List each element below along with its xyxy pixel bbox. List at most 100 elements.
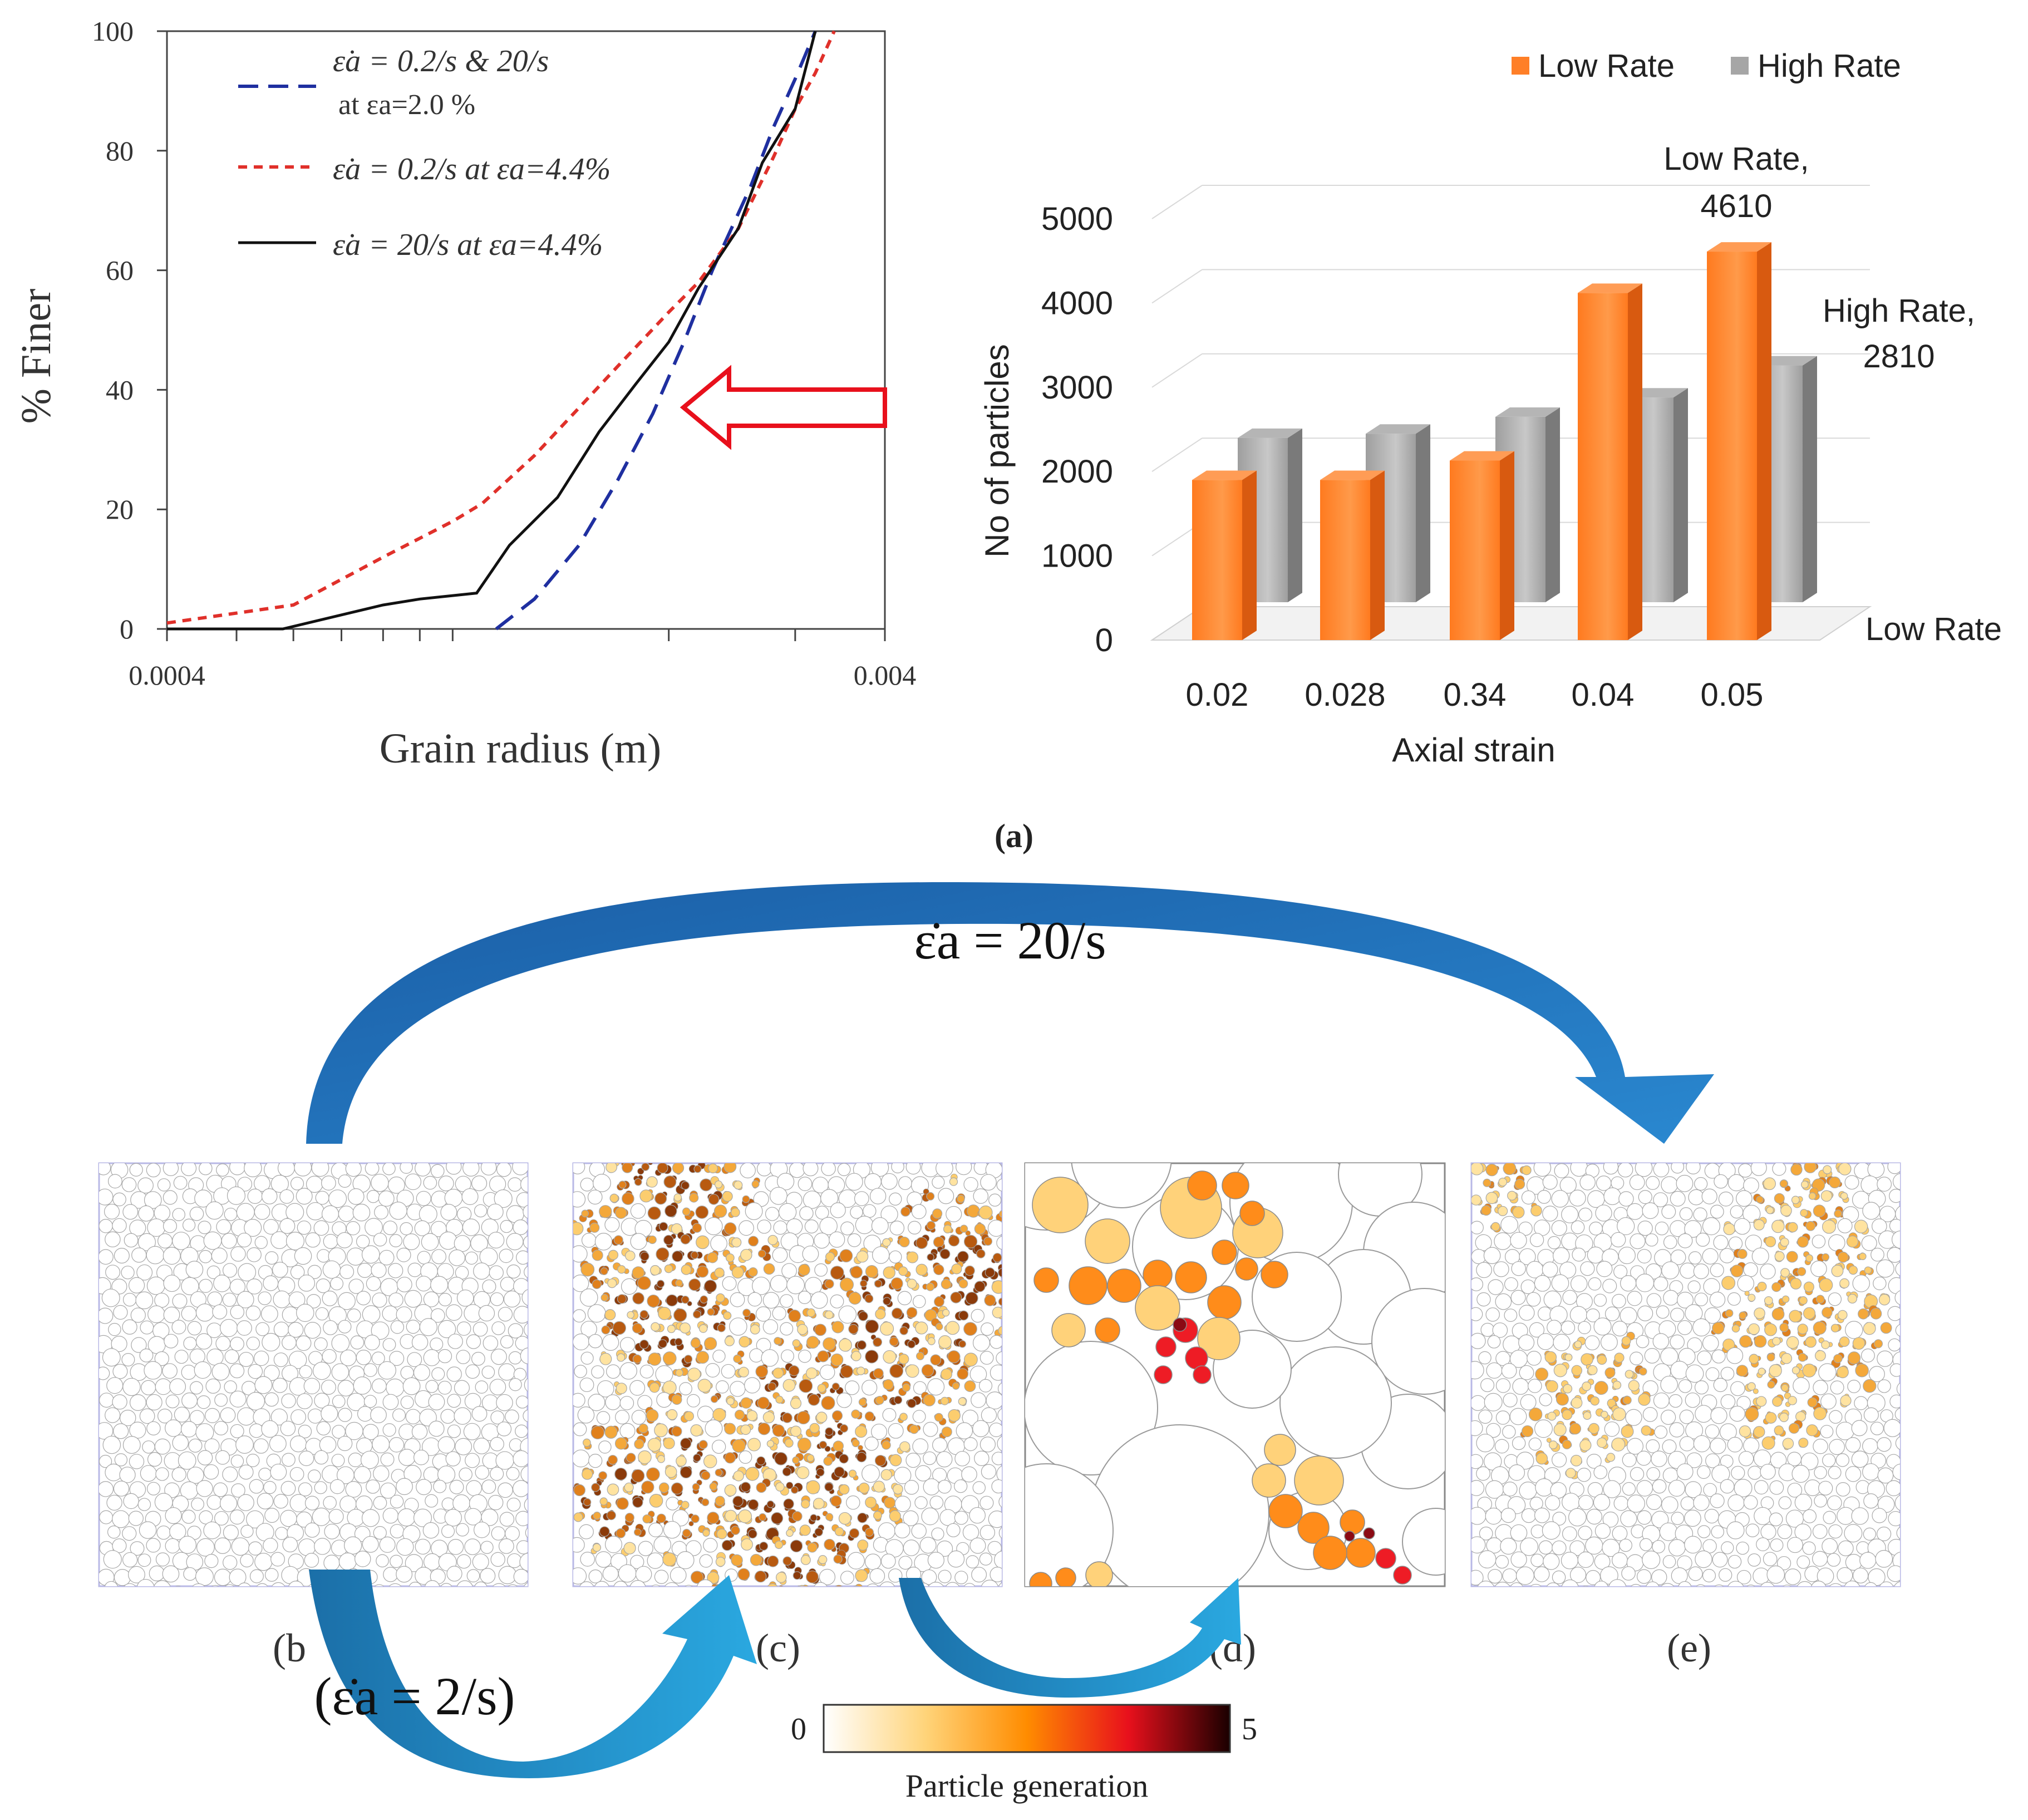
particle	[573, 1512, 583, 1522]
particle	[981, 1407, 997, 1423]
particle	[354, 1551, 371, 1567]
particle	[670, 1567, 687, 1584]
particle	[337, 1435, 353, 1452]
particle	[353, 1376, 372, 1395]
particle	[622, 1192, 634, 1205]
grain-chart-x-axis-label: Grain radius (m)	[380, 725, 662, 772]
particle	[790, 1425, 802, 1437]
particle	[288, 1350, 307, 1369]
particle	[857, 1512, 868, 1523]
particle	[1646, 1175, 1660, 1190]
particle	[455, 1175, 471, 1192]
particle	[136, 1264, 153, 1281]
particle	[328, 1306, 347, 1325]
particle	[1737, 1275, 1755, 1292]
particle	[762, 1292, 780, 1309]
particle	[590, 1425, 605, 1440]
particle	[206, 1265, 221, 1280]
particle	[750, 1553, 762, 1566]
particle	[1509, 1408, 1527, 1425]
particle	[437, 1465, 456, 1484]
particle	[1827, 1553, 1841, 1567]
particle	[786, 1529, 794, 1537]
particle	[1847, 1380, 1861, 1394]
particle	[137, 1177, 154, 1194]
particle-generated	[1085, 1218, 1130, 1264]
particle	[216, 1219, 232, 1234]
particle	[821, 1396, 835, 1410]
particle	[1659, 1522, 1678, 1541]
particle	[599, 1352, 612, 1365]
particle	[836, 1392, 852, 1408]
particle	[1797, 1236, 1809, 1248]
particle	[1668, 1479, 1686, 1497]
particle	[147, 1305, 165, 1324]
particle	[845, 1380, 860, 1395]
particle	[1845, 1466, 1862, 1482]
particle	[203, 1464, 219, 1480]
particle	[406, 1320, 420, 1334]
particle	[130, 1307, 146, 1323]
particle	[454, 1407, 471, 1425]
particle	[690, 1338, 701, 1349]
particle	[1736, 1365, 1748, 1377]
particle	[797, 1324, 808, 1335]
particle	[1528, 1437, 1542, 1451]
particle	[164, 1482, 180, 1498]
particle	[407, 1352, 422, 1368]
legend-swatch-high-rate	[1731, 57, 1749, 75]
particle	[1534, 1419, 1553, 1438]
particle	[1711, 1349, 1726, 1364]
particle	[371, 1378, 387, 1394]
particle	[721, 1539, 733, 1551]
particle	[1512, 1206, 1525, 1219]
particle	[402, 1377, 421, 1395]
particle	[829, 1231, 845, 1248]
particle	[246, 1453, 260, 1468]
particle	[745, 1202, 763, 1221]
particle	[246, 1391, 265, 1411]
particle	[1765, 1236, 1776, 1247]
particle	[383, 1567, 398, 1582]
particle	[411, 1424, 428, 1440]
particle	[337, 1292, 356, 1310]
particle	[1727, 1292, 1741, 1306]
particle	[221, 1233, 237, 1249]
particle	[680, 1234, 691, 1245]
particle	[519, 1553, 528, 1572]
particle-generated	[1032, 1177, 1089, 1233]
particle	[273, 1290, 291, 1309]
particle	[230, 1454, 244, 1468]
particle	[437, 1436, 455, 1454]
particle	[361, 1509, 380, 1527]
particle	[1868, 1568, 1886, 1586]
particle	[990, 1567, 1002, 1582]
particle	[396, 1478, 413, 1496]
particle	[489, 1379, 506, 1395]
particle	[245, 1305, 261, 1321]
particle	[696, 1579, 714, 1586]
particle	[712, 1349, 726, 1363]
particle	[1620, 1510, 1637, 1527]
bar-low-rate-0.04	[1578, 283, 1642, 640]
particle	[581, 1209, 589, 1218]
particle	[592, 1543, 602, 1552]
particle	[363, 1363, 377, 1378]
particle	[782, 1556, 793, 1566]
particle	[998, 1527, 1002, 1539]
particle	[1495, 1378, 1511, 1393]
particle	[1760, 1524, 1776, 1540]
particle	[1829, 1439, 1845, 1455]
particle	[855, 1569, 868, 1582]
particle	[397, 1508, 416, 1527]
particle	[864, 1437, 879, 1451]
particle	[777, 1173, 795, 1191]
particle	[834, 1467, 845, 1478]
particle	[658, 1482, 670, 1493]
particle	[681, 1181, 690, 1190]
particle	[99, 1393, 114, 1408]
particle	[500, 1219, 513, 1233]
particle	[747, 1292, 762, 1307]
particle	[745, 1467, 760, 1481]
